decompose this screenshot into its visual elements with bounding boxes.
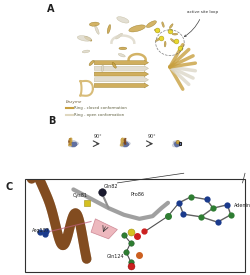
Ellipse shape bbox=[89, 22, 99, 26]
Polygon shape bbox=[91, 219, 118, 239]
FancyArrow shape bbox=[94, 83, 148, 88]
Text: Gln124: Gln124 bbox=[106, 254, 124, 258]
Ellipse shape bbox=[107, 24, 111, 34]
Text: A: A bbox=[47, 4, 55, 14]
Circle shape bbox=[176, 141, 180, 144]
Text: 90°: 90° bbox=[147, 134, 156, 139]
FancyArrow shape bbox=[94, 60, 148, 65]
Text: Adeniny: Adeniny bbox=[234, 203, 250, 208]
Ellipse shape bbox=[116, 33, 122, 39]
Text: Ring - open conformation: Ring - open conformation bbox=[74, 113, 124, 117]
Polygon shape bbox=[172, 141, 182, 147]
Text: Pro86: Pro86 bbox=[130, 192, 144, 197]
Ellipse shape bbox=[118, 54, 125, 57]
FancyArrow shape bbox=[94, 66, 148, 71]
Text: C: C bbox=[5, 182, 12, 192]
Ellipse shape bbox=[82, 50, 90, 53]
Text: Cys81: Cys81 bbox=[72, 193, 88, 199]
Text: Ring - closed conformation: Ring - closed conformation bbox=[74, 106, 127, 110]
Ellipse shape bbox=[84, 36, 92, 41]
Text: Gln82: Gln82 bbox=[104, 184, 119, 189]
Ellipse shape bbox=[146, 21, 156, 28]
Ellipse shape bbox=[95, 26, 99, 34]
Text: 90°: 90° bbox=[94, 134, 103, 139]
Ellipse shape bbox=[119, 47, 127, 50]
Ellipse shape bbox=[77, 36, 92, 41]
Ellipse shape bbox=[162, 22, 164, 27]
Ellipse shape bbox=[129, 25, 146, 32]
Ellipse shape bbox=[89, 60, 94, 65]
Text: B: B bbox=[48, 116, 56, 126]
Ellipse shape bbox=[156, 38, 160, 41]
FancyArrow shape bbox=[94, 77, 148, 82]
Ellipse shape bbox=[154, 29, 160, 32]
Polygon shape bbox=[69, 141, 78, 147]
Ellipse shape bbox=[170, 39, 175, 43]
Text: Arg107: Arg107 bbox=[32, 228, 50, 233]
Ellipse shape bbox=[164, 41, 166, 47]
Ellipse shape bbox=[169, 24, 173, 29]
Ellipse shape bbox=[112, 62, 116, 68]
Text: Enzyme: Enzyme bbox=[66, 100, 82, 104]
Ellipse shape bbox=[172, 33, 178, 35]
Polygon shape bbox=[121, 141, 130, 147]
Ellipse shape bbox=[117, 17, 129, 23]
Bar bbox=[180, 142, 182, 145]
Text: active site loop: active site loop bbox=[184, 10, 218, 37]
Ellipse shape bbox=[101, 65, 104, 72]
FancyArrow shape bbox=[94, 72, 148, 76]
